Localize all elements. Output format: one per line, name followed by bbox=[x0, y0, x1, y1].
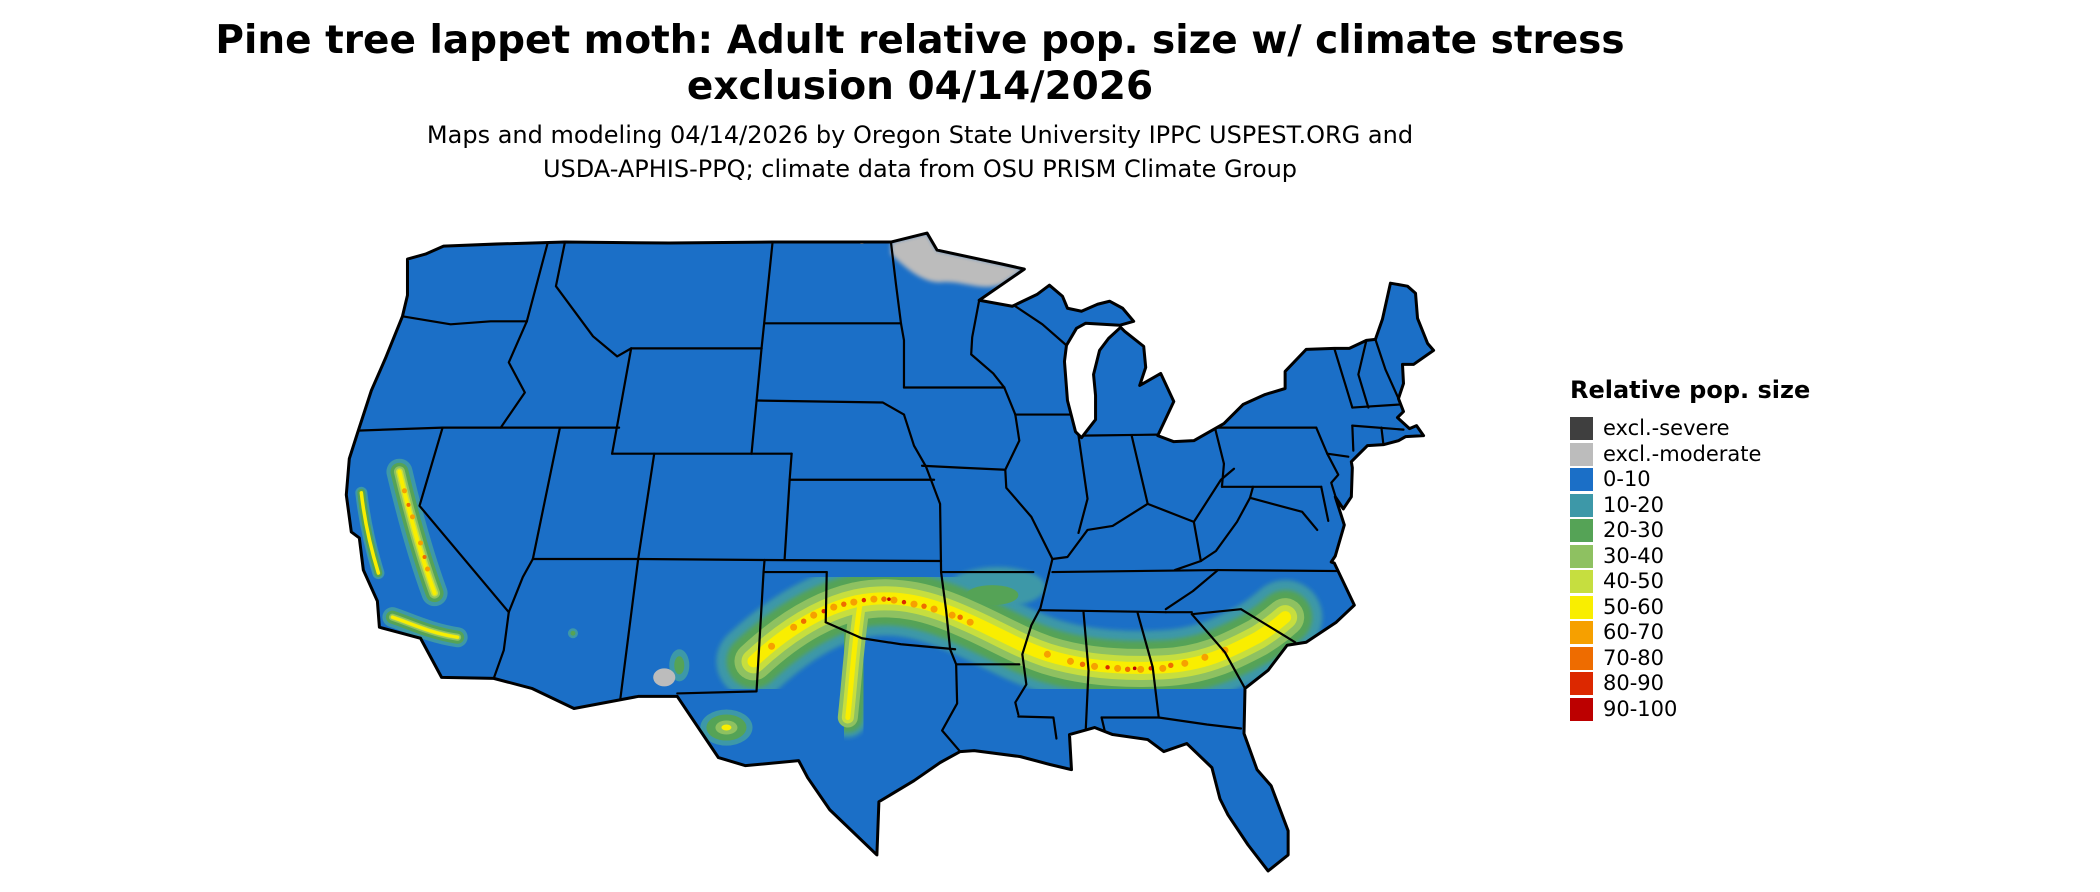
legend-swatch bbox=[1570, 697, 1593, 721]
legend-label: excl.-severe bbox=[1603, 416, 1730, 441]
map-speckles-90-100 bbox=[887, 597, 1137, 671]
page-title-line2: exclusion 04/14/2026 bbox=[686, 64, 1154, 110]
state-borders bbox=[356, 240, 1405, 753]
legend-title: Relative pop. size bbox=[1570, 376, 1811, 404]
map-base-fill bbox=[346, 233, 1434, 871]
legend-item-10-20: 10-20 bbox=[1570, 493, 1810, 519]
legend-item-40-50: 40-50 bbox=[1570, 569, 1810, 595]
legend-label: 40-50 bbox=[1603, 569, 1665, 594]
legend-label: 50-60 bbox=[1603, 594, 1665, 619]
legend-item-70-80: 70-80 bbox=[1570, 646, 1810, 672]
legend-swatch bbox=[1570, 646, 1593, 670]
legend-label: excl.-moderate bbox=[1603, 441, 1762, 466]
legend-item-60-70: 60-70 bbox=[1570, 620, 1810, 646]
legend-swatch bbox=[1570, 544, 1593, 568]
legend-swatch bbox=[1570, 493, 1593, 517]
map-speckles-60-70 bbox=[401, 488, 1229, 673]
legend-label: 10-20 bbox=[1603, 492, 1665, 517]
legend-label: 80-90 bbox=[1603, 671, 1665, 696]
legend-label: 70-80 bbox=[1603, 645, 1665, 670]
map-legend: Relative pop. size excl.-severe excl.-mo… bbox=[1570, 376, 1810, 722]
legend-swatch bbox=[1570, 621, 1593, 645]
us-outline bbox=[344, 231, 1436, 873]
page-title-line1: Pine tree lappet moth: Adult relative po… bbox=[215, 18, 1625, 63]
map-speckles-70-80 bbox=[406, 502, 1174, 673]
legend-label: 30-40 bbox=[1603, 543, 1665, 568]
legend-swatch bbox=[1570, 468, 1593, 492]
legend-label: 90-100 bbox=[1603, 696, 1678, 721]
page-subtitle-line1: Maps and modeling 04/14/2026 by Oregon S… bbox=[426, 121, 1414, 149]
page-subtitle-line2: USDA-APHIS-PPQ; climate data from OSU PR… bbox=[542, 155, 1298, 184]
legend-item-excl-severe: excl.-severe bbox=[1570, 416, 1810, 442]
legend-label: 0-10 bbox=[1603, 467, 1651, 492]
legend-item-0-10: 0-10 bbox=[1570, 467, 1810, 493]
legend-item-90-100: 90-100 bbox=[1570, 697, 1810, 723]
legend-swatch bbox=[1570, 595, 1593, 619]
legend-item-80-90: 80-90 bbox=[1570, 671, 1810, 697]
us-map bbox=[344, 231, 1436, 873]
page-title: Pine tree lappet moth: Adult relative po… bbox=[0, 18, 1840, 110]
legend-label: 60-70 bbox=[1603, 620, 1665, 645]
page-subtitle: Maps and modeling 04/14/2026 by Oregon S… bbox=[0, 118, 1840, 186]
legend-swatch bbox=[1570, 442, 1593, 466]
legend-item-30-40: 30-40 bbox=[1570, 544, 1810, 570]
legend-item-20-30: 20-30 bbox=[1570, 518, 1810, 544]
legend-label: 20-30 bbox=[1603, 518, 1665, 543]
legend-swatch bbox=[1570, 570, 1593, 594]
legend-item-excl-moderate: excl.-moderate bbox=[1570, 442, 1810, 468]
map-patch-50-60 bbox=[721, 724, 732, 731]
legend-swatch bbox=[1570, 672, 1593, 696]
legend-swatch bbox=[1570, 417, 1593, 441]
map-patch-20-30 bbox=[570, 585, 1019, 741]
legend-item-50-60: 50-60 bbox=[1570, 595, 1810, 621]
legend-swatch bbox=[1570, 519, 1593, 543]
us-map-figure bbox=[300, 224, 1524, 886]
